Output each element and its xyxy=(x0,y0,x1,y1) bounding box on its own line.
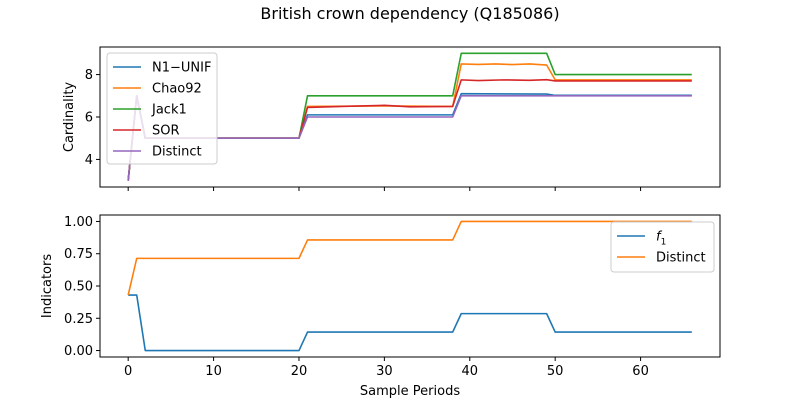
y-tick-label: 4 xyxy=(85,153,93,168)
legend-label: Distinct xyxy=(152,145,202,160)
x-tick-label: 50 xyxy=(547,364,564,379)
chart-panel-1: 4 6 8 Cardinality N1−UNIF Chao92 Jack1 SOR Disti… xyxy=(62,46,721,191)
series-line-1 xyxy=(128,294,692,352)
y-tick-label: 1.00 xyxy=(64,215,93,230)
y-tick-label: 0.25 xyxy=(64,312,93,327)
x-tick-label: 60 xyxy=(632,364,649,379)
y-axis-label: Cardinality xyxy=(62,82,77,153)
x-tick-label: 10 xyxy=(205,364,222,379)
x-tick-label: 0 xyxy=(124,364,132,379)
legend-box xyxy=(610,221,715,273)
y-tick-label: 0.50 xyxy=(64,280,93,295)
figure-title: British crown dependency (Q185086) xyxy=(260,4,559,23)
y-tick-label: 0.00 xyxy=(64,344,93,359)
chart-panels: 4 6 8 Cardinality N1−UNIF Chao92 Jack1 SOR Disti… xyxy=(40,46,721,399)
y-tick-label: 0.75 xyxy=(64,247,93,262)
chart-panel-2: 0 10 20 30 40 50 60 0.00 0.25 0.50 0.75 1.00 Indicat… xyxy=(40,214,721,399)
legend-label: N1−UNIF xyxy=(152,61,211,76)
series-lines xyxy=(127,220,692,352)
legend-label: Distinct xyxy=(656,251,706,266)
x-tick-label: 30 xyxy=(376,364,393,379)
legend-box xyxy=(106,52,218,165)
x-axis-label: Sample Periods xyxy=(360,384,460,399)
legend-label: Chao92 xyxy=(152,82,202,97)
x-tick-label: 20 xyxy=(291,364,308,379)
y-tick-label: 6 xyxy=(85,111,93,126)
series-line-2 xyxy=(127,220,692,296)
legend: f1 Distinct xyxy=(610,221,715,273)
y-tick-label: 8 xyxy=(85,68,93,83)
y-axis-label: Indicators xyxy=(40,254,55,318)
legend: N1−UNIF Chao92 Jack1 SOR Distinct xyxy=(106,52,218,165)
legend-label: SOR xyxy=(152,124,180,139)
legend-label: f1 xyxy=(656,230,666,248)
legend-label: Jack1 xyxy=(151,103,187,118)
x-tick-label: 40 xyxy=(462,364,479,379)
